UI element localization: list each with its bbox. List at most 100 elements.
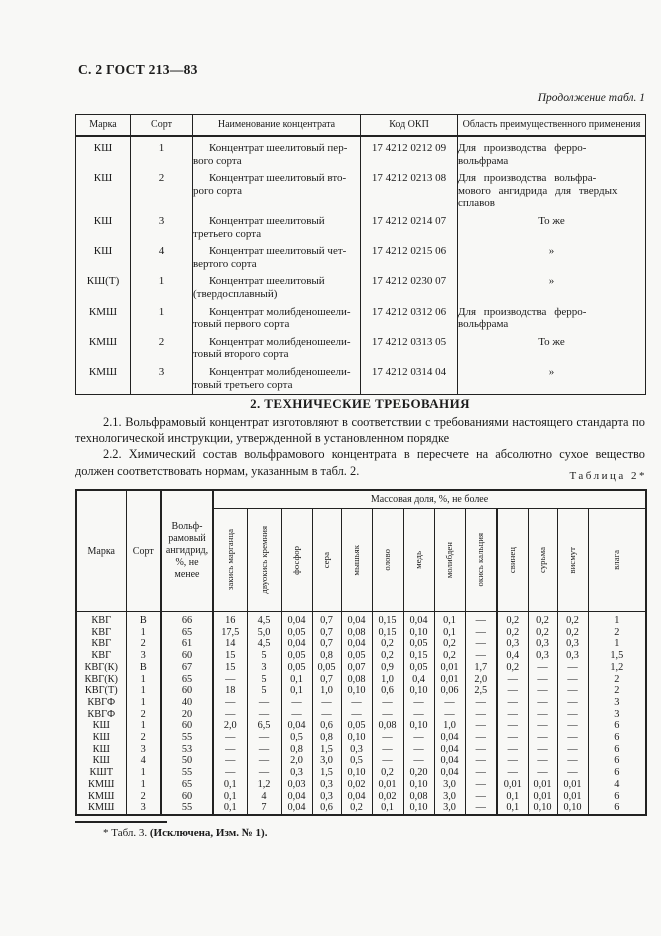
table2-value-cell: 1,2: [246, 778, 282, 791]
table2-value-cell: 0,2: [371, 767, 404, 779]
table2-value-cell: 1: [125, 626, 162, 639]
table2-value-cell: 2: [125, 790, 162, 803]
table2-value-cell: 40: [160, 696, 214, 709]
table2-value-cell: 0,01: [496, 778, 529, 791]
table1-col-name: Наименование концентрата: [192, 114, 361, 137]
marka-cell: КШ(Т): [75, 273, 131, 304]
table2-value-cell: —: [464, 755, 498, 768]
table2-value-cell: 0,6: [371, 685, 404, 697]
table2-value-cell: 0,5: [340, 755, 373, 768]
table2-value-cell: —: [464, 650, 498, 662]
table2-value-cell: 0,3: [556, 638, 589, 651]
table2-value-cell: 0,04: [280, 638, 313, 651]
okp-code-cell: 17 4212 0214 07: [360, 212, 458, 244]
table2-value-cell: —: [433, 696, 466, 709]
table2-value-cell: 0,15: [371, 626, 404, 639]
table2-value-cell: 50: [160, 755, 214, 768]
table2-value-cell: 53: [160, 743, 214, 756]
table2-value-cell: 2,0: [464, 673, 498, 686]
table2-value-cell: 0,3: [527, 650, 558, 662]
table2-value-cell: —: [212, 708, 248, 721]
rotated-label: закись марганца: [224, 529, 235, 591]
sort-cell: 2: [130, 170, 193, 213]
footnote-bold-text: (Исключена, Изм. № 1).: [149, 827, 268, 839]
table2-value-cell: —: [527, 673, 558, 686]
table2-value-cell: 0,2: [340, 802, 373, 815]
table2-value-cell: КВГФ: [75, 708, 127, 721]
table2-col-rot-9: свинец: [496, 508, 529, 612]
table2-value-cell: —: [556, 767, 589, 779]
sort-cell: 3: [130, 212, 193, 244]
application-area-cell: То же: [457, 333, 646, 364]
table2-value-cell: 2: [125, 708, 162, 721]
table2-value-cell: —: [212, 755, 248, 768]
table2-value-cell: 17,5: [212, 626, 248, 639]
table2-value-cell: —: [496, 673, 529, 686]
rotated-label: окись кальция: [475, 533, 486, 587]
table2-value-cell: 60: [160, 650, 214, 662]
concentrate-name-cell: Концентрат шеелитовый чет- вертого сорта: [192, 243, 361, 274]
concentrate-name-cell: Концентрат шеелитовый пер- вого сорта: [192, 136, 361, 171]
table2-value-cell: 0,06: [433, 685, 466, 697]
table2-value-cell: 1: [587, 638, 647, 651]
application-area-cell: »: [457, 273, 646, 304]
table2-value-cell: 0,05: [311, 661, 342, 674]
table2-header-row-1: Марка Сорт Вольф- рамовый ангидрид, %, н…: [75, 489, 647, 612]
table2-value-cell: КМШ: [75, 802, 127, 815]
table2-value-cell: —: [464, 611, 498, 627]
table2-value-cell: 0,5: [280, 732, 313, 744]
table2-value-cell: 0,05: [280, 661, 313, 674]
table1-row: КШ 3 Концентрат шеелитовый третьего сорта 1…: [75, 212, 646, 244]
table2-value-cell: —: [496, 767, 529, 779]
rotated-label: влага: [611, 550, 622, 570]
table2-caption: Таблица 2*: [569, 470, 647, 482]
table2-value-cell: 0,10: [340, 732, 373, 744]
okp-code-cell: 17 4212 0212 09: [360, 136, 458, 171]
table2-value-cell: 0,2: [496, 611, 529, 627]
table2-value-cell: В: [125, 611, 162, 627]
table2-value-cell: —: [556, 696, 589, 709]
table2-value-cell: 0,7: [311, 626, 342, 639]
table2-value-cell: —: [402, 755, 435, 768]
marka-cell: КМШ: [75, 363, 131, 395]
table2-value-cell: —: [556, 720, 589, 733]
table2-value-cell: —: [311, 696, 342, 709]
table2-row: КВГ(Т) 1 60 18 5 0,1 1,0 0,10 0,6 0,10 0,06 2,5— — —2: [75, 685, 647, 697]
table2-value-cell: 0,04: [280, 802, 313, 815]
table2-value-cell: 67: [160, 661, 214, 674]
marka-cell: КШ: [75, 136, 131, 171]
table2-value-cell: 0,3: [527, 638, 558, 651]
table2-row: КМШ 3 55 0,1 7 0,04 0,6 0,2 0,1 0,10 3,0—0,1 0,10 0,…: [75, 802, 647, 815]
table2-value-cell: 0,2: [496, 661, 529, 674]
table2-value-cell: 1: [587, 611, 647, 627]
rotated-label: фосфор: [291, 545, 302, 575]
table2-value-cell: 3,0: [433, 790, 466, 803]
table2-row: КШ 4 50— —2,0 3,0 0,5— —0,04— — — —6: [75, 755, 647, 768]
table2-value-cell: 0,1: [212, 802, 248, 815]
table2-col-rot-12: влага: [587, 508, 647, 612]
table1-header: Марка Сорт Наименование концентрата Код …: [75, 114, 646, 137]
table2-value-cell: 0,1: [433, 611, 466, 627]
table2-value-cell: —: [402, 708, 435, 721]
table2-value-cell: 61: [160, 638, 214, 651]
footnote: * Табл. 3. (Исключена, Изм. № 1).: [75, 827, 645, 839]
table2-value-cell: 0,1: [433, 626, 466, 639]
table2-value-cell: 2: [125, 638, 162, 651]
table2-value-cell: 60: [160, 720, 214, 733]
rotated-label: молибден: [444, 541, 455, 579]
concentrate-name-cell: Концентрат шеелитовый третьего сорта: [192, 212, 361, 244]
table2-value-cell: 0,05: [280, 626, 313, 639]
concentrate-name-cell: Концентрат молибденошеели- товый первого…: [192, 303, 361, 334]
table2-value-cell: 0,04: [340, 611, 373, 627]
table2-value-cell: 0,01: [433, 661, 466, 674]
table2-value-cell: 0,01: [556, 790, 589, 803]
table2-value-cell: 66: [160, 611, 214, 627]
rotated-label: свинец: [507, 546, 518, 574]
table1-col-sort: Сорт: [130, 114, 193, 137]
table2-value-cell: —: [246, 743, 282, 756]
table2-row: КМШ 1 65 0,1 1,2 0,03 0,3 0,02 0,01 0,10 3,0—0,01 0…: [75, 778, 647, 791]
table1-row: КШ 1 Концентрат шеелитовый пер- вого сорта…: [75, 136, 646, 171]
table2-value-cell: 0,2: [371, 650, 404, 662]
table2-value-cell: 2,0: [212, 720, 248, 733]
